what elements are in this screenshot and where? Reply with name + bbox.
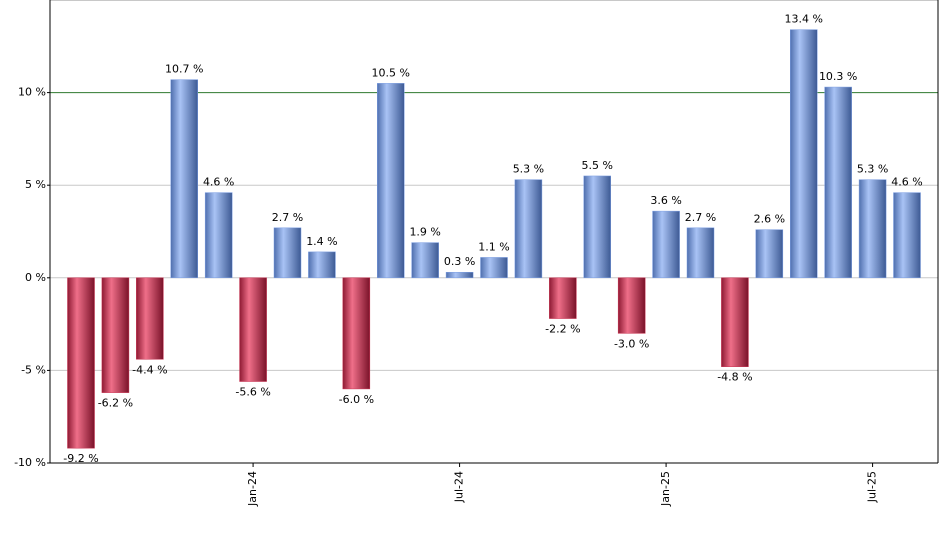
value-label: 10.7 %: [165, 63, 203, 76]
y-tick-label: 0 %: [25, 271, 46, 284]
value-label: -3.0 %: [614, 337, 649, 350]
y-tick-label: -10 %: [14, 456, 46, 469]
bar: [445, 271, 474, 279]
x-tick-label: Jan-24: [246, 471, 259, 507]
bar: [377, 83, 405, 279]
bar: [858, 179, 887, 279]
value-label: -6.0 %: [339, 393, 374, 406]
bar: [239, 277, 267, 382]
y-tick-label: 10 %: [18, 86, 46, 99]
value-label: 0.3 %: [444, 255, 475, 268]
bar: [755, 229, 784, 279]
bar: [686, 227, 715, 279]
value-label: 3.6 %: [650, 194, 681, 207]
value-label: 10.3 %: [819, 70, 857, 83]
bar: [514, 179, 543, 279]
bar: [170, 79, 198, 279]
bar: [617, 277, 646, 334]
value-label: 5.3 %: [513, 163, 544, 176]
value-label: 1.1 %: [478, 240, 509, 253]
x-tick-label: Jul-25: [866, 471, 879, 503]
value-label: 10.5 %: [372, 66, 410, 79]
value-label: 5.5 %: [582, 159, 613, 172]
value-label: 2.7 %: [685, 211, 716, 224]
bar: [342, 277, 371, 390]
x-tick-label: Jul-24: [453, 471, 466, 503]
value-label: 1.4 %: [306, 235, 337, 248]
value-label: -4.8 %: [717, 371, 752, 384]
y-tick-label: -5 %: [21, 363, 46, 376]
value-label: 4.6 %: [203, 176, 234, 189]
value-label: 5.3 %: [857, 163, 888, 176]
value-label: 2.7 %: [272, 211, 303, 224]
bar: [67, 277, 95, 449]
bar: [480, 257, 508, 279]
y-tick-label: 5 %: [25, 178, 46, 191]
bar: [273, 227, 302, 279]
x-tick-label: Jan-25: [659, 471, 672, 507]
bar: [824, 86, 852, 279]
value-label: -2.2 %: [545, 323, 580, 336]
value-label: -5.6 %: [235, 386, 270, 399]
bar: [893, 192, 921, 279]
bar: [721, 277, 749, 367]
value-label: -6.2 %: [98, 397, 133, 410]
bar: [411, 242, 439, 279]
bar: [790, 29, 818, 279]
bar: [583, 175, 611, 279]
bar: [101, 277, 130, 393]
bar: [136, 277, 164, 360]
value-label: 1.9 %: [409, 226, 440, 239]
value-label: -4.4 %: [132, 363, 167, 376]
bar: [549, 277, 577, 319]
value-label: 4.6 %: [891, 176, 922, 189]
bar: [204, 192, 233, 279]
value-label: 2.6 %: [754, 213, 785, 226]
value-label: 13.4 %: [785, 13, 823, 26]
bar: [308, 251, 336, 279]
bar: [652, 210, 680, 279]
value-label: -9.2 %: [63, 452, 98, 465]
